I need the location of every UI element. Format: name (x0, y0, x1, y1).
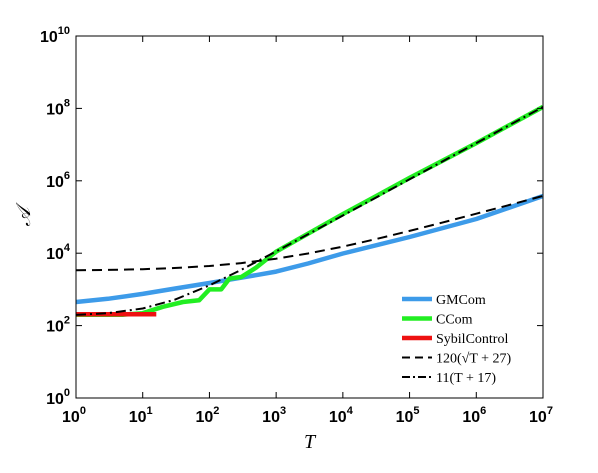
series-line-0 (76, 193, 543, 305)
x-tick-label-5: 105 (396, 405, 420, 426)
legend-label-4: 11(T + 17) (436, 371, 496, 386)
legend-label-1: CCom (436, 313, 473, 328)
x-tick-label-2: 102 (195, 405, 219, 426)
y-tick-label-4: 108 (46, 97, 70, 118)
y-tick-label-0: 100 (46, 387, 70, 408)
x-axis-label: T (304, 431, 317, 453)
x-tick-label-7: 107 (529, 405, 553, 426)
y-tick-label-5: 1010 (40, 25, 70, 46)
x-tick-label-0: 100 (62, 405, 86, 426)
x-tick-label-6: 106 (462, 405, 486, 426)
y-axis-label: 𝒜 (13, 201, 35, 226)
x-tick-label-1: 101 (129, 405, 153, 426)
series-line-3 (76, 194, 543, 272)
y-tick-label-2: 104 (46, 242, 71, 263)
legend-label-2: SybilControl (436, 332, 508, 347)
x-tick-label-4: 104 (329, 405, 354, 426)
y-tick-label-3: 106 (46, 170, 70, 191)
y-tick-label-1: 102 (46, 315, 70, 336)
legend-label-3: 120(√T + 27) (436, 352, 512, 367)
plot-frame (75, 35, 544, 399)
series-line-1 (76, 104, 543, 317)
x-tick-label-3: 103 (262, 405, 286, 426)
legend-label-0: GMCom (436, 293, 486, 308)
series-line-4 (76, 106, 543, 316)
